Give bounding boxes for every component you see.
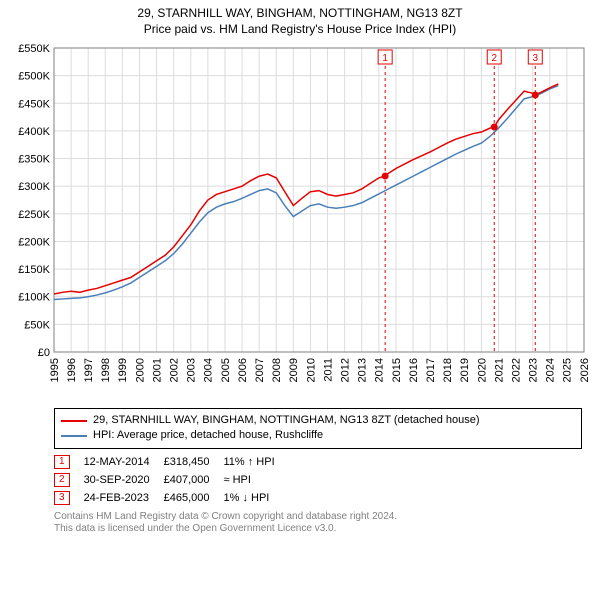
svg-text:1998: 1998 [100,358,112,382]
chart-title-line2: Price paid vs. HM Land Registry's House … [8,22,592,36]
legend-item: HPI: Average price, detached house, Rush… [61,428,575,443]
sales-row: 1 12-MAY-2014£318,45011% ↑ HPI [54,453,289,471]
svg-text:2004: 2004 [203,358,215,382]
svg-text:£150K: £150K [18,264,50,276]
sale-marker-box: 3 [54,491,70,505]
svg-text:2001: 2001 [151,358,163,382]
sale-date: 30-SEP-2020 [84,471,164,489]
sale-marker-box: 1 [54,455,70,469]
svg-text:1997: 1997 [83,358,95,382]
svg-text:2003: 2003 [186,358,198,382]
svg-text:2008: 2008 [271,358,283,382]
svg-text:£200K: £200K [18,236,50,248]
svg-text:2017: 2017 [425,358,437,382]
svg-text:2014: 2014 [374,358,386,382]
svg-text:2022: 2022 [510,358,522,382]
svg-text:£0: £0 [38,347,50,359]
sale-delta: 1% ↓ HPI [224,489,289,507]
svg-text:2006: 2006 [237,358,249,382]
svg-text:2015: 2015 [391,358,403,382]
svg-text:2025: 2025 [562,358,574,382]
svg-text:£350K: £350K [18,154,50,166]
sale-price: £465,000 [164,489,224,507]
svg-text:2011: 2011 [322,358,334,382]
legend: 29, STARNHILL WAY, BINGHAM, NOTTINGHAM, … [54,408,582,449]
svg-text:£500K: £500K [18,71,50,83]
svg-text:1996: 1996 [66,358,78,382]
svg-text:2024: 2024 [545,358,557,382]
footnote-line: Contains HM Land Registry data © Crown c… [54,511,582,523]
svg-text:2020: 2020 [476,358,488,382]
sale-marker-box: 2 [54,473,70,487]
plot-area: £0 £50K £100K £150K £200K £250K £300K £350K £400… [8,42,592,402]
svg-text:£100K: £100K [18,292,50,304]
svg-text:2019: 2019 [459,358,471,382]
legend-label: 29, STARNHILL WAY, BINGHAM, NOTTINGHAM, … [93,413,480,428]
svg-text:£400K: £400K [18,126,50,138]
chart-svg: £0 £50K £100K £150K £200K £250K £300K £350K £400… [8,42,592,402]
chart-container: 29, STARNHILL WAY, BINGHAM, NOTTINGHAM, … [0,0,600,545]
svg-text:£50K: £50K [24,319,50,331]
svg-text:£550K: £550K [18,43,50,55]
svg-text:2021: 2021 [493,358,505,382]
svg-text:2010: 2010 [305,358,317,382]
sale-date: 24-FEB-2023 [84,489,164,507]
sales-row: 3 24-FEB-2023£465,0001% ↓ HPI [54,489,289,507]
svg-text:1999: 1999 [117,358,129,382]
sales-table: 1 12-MAY-2014£318,45011% ↑ HPI 2 30-SEP-202… [54,453,289,507]
footnote: Contains HM Land Registry data © Crown c… [54,511,582,535]
sale-price: £407,000 [164,471,224,489]
svg-text:2007: 2007 [254,358,266,382]
svg-text:1995: 1995 [49,358,61,382]
svg-text:2018: 2018 [442,358,454,382]
svg-text:1: 1 [382,53,388,64]
svg-text:2: 2 [491,53,497,64]
svg-text:2026: 2026 [579,358,591,382]
svg-text:2023: 2023 [528,358,540,382]
svg-text:2013: 2013 [357,358,369,382]
sale-price: £318,450 [164,453,224,471]
sale-date: 12-MAY-2014 [84,453,164,471]
svg-text:£450K: £450K [18,98,50,110]
sales-row: 2 30-SEP-2020£407,000≈ HPI [54,471,289,489]
svg-text:2009: 2009 [288,358,300,382]
legend-swatch [61,435,87,437]
sale-delta: 11% ↑ HPI [224,453,289,471]
legend-swatch [61,420,87,422]
svg-text:3: 3 [532,53,538,64]
svg-text:2005: 2005 [220,358,232,382]
svg-text:£300K: £300K [18,181,50,193]
legend-item: 29, STARNHILL WAY, BINGHAM, NOTTINGHAM, … [61,413,575,428]
svg-text:2012: 2012 [339,358,351,382]
chart-title-line1: 29, STARNHILL WAY, BINGHAM, NOTTINGHAM, … [8,6,592,20]
footnote-line: This data is licensed under the Open Gov… [54,523,582,535]
svg-text:2016: 2016 [408,358,420,382]
legend-label: HPI: Average price, detached house, Rush… [93,428,323,443]
svg-text:2000: 2000 [134,358,146,382]
svg-text:2002: 2002 [169,358,181,382]
svg-text:£250K: £250K [18,209,50,221]
sale-delta: ≈ HPI [224,471,289,489]
